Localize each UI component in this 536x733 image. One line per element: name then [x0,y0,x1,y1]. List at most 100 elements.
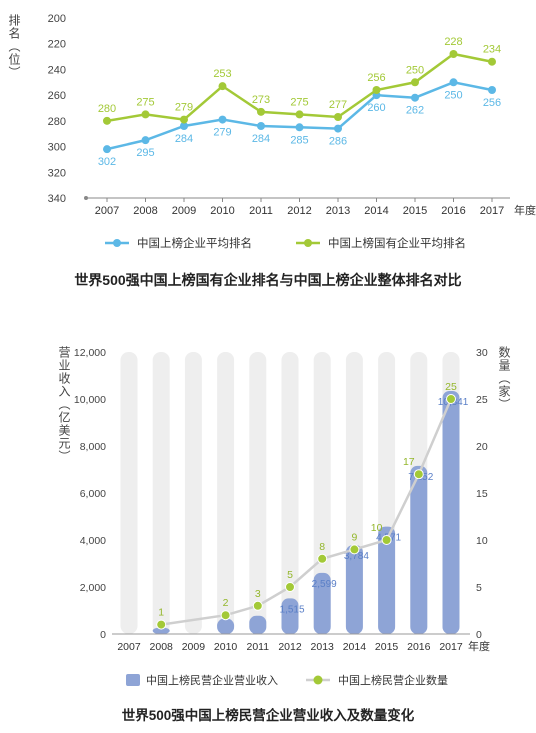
chart2-title: 世界500强中国上榜民营企业营业收入及数量变化 [121,708,415,723]
data-point [411,78,419,87]
data-point [334,113,342,121]
data-label: 275 [290,96,308,108]
data-point [295,110,304,119]
data-label: 280 [98,103,116,115]
chart1-title: 世界500强中国上榜国有企业排名与中国上榜企业整体排名对比 [74,272,462,288]
data-point [449,50,458,58]
legend-swatch-dot [304,239,312,247]
count-point [285,582,295,592]
y-tick-label: 300 [48,142,66,154]
revenue-bar [378,526,396,634]
x-tick-label: 2009 [182,641,206,653]
background-column [249,352,267,634]
count-label: 1 [158,607,164,619]
x-tick-label: 2011 [249,205,273,217]
bar-value-label: 1,515 [279,604,304,615]
data-label: 277 [329,99,347,111]
revenue-bar [249,615,267,634]
y2-tick-label: 20 [476,441,488,453]
revenue-bar [217,618,235,634]
y-tick-label: 10,000 [74,394,106,406]
chart2-y2-axis-label: 数量（家） [497,346,511,411]
y-tick-label: 280 [48,116,66,128]
x-tick-label: 2014 [343,641,367,653]
y2-tick-label: 30 [476,347,488,359]
y-tick-label: 200 [48,13,66,25]
data-label: 262 [406,105,424,117]
ranking-chart-svg: 200 220 240 260 280 300 320 340 2007 2008 2009 2010… [48,13,536,250]
count-label: 8 [319,541,325,553]
x-tick-label: 2014 [364,205,388,217]
y-tick-label: 8,000 [80,441,106,453]
count-point [220,610,231,621]
data-point [180,122,188,130]
revenue-bar [410,465,428,634]
data-label: 275 [136,96,154,108]
y2-tick-label: 5 [476,582,482,594]
y-tick-label: 340 [48,193,66,205]
y2-tick-label: 0 [476,629,482,641]
legend-label: 中国上榜国有企业平均排名 [328,236,466,250]
x-tick-label: 2012 [287,205,311,217]
x-tick-label: 2013 [311,641,335,653]
data-point [411,93,419,102]
x-tick-label: 2012 [278,641,302,653]
x-tick-label: 2010 [214,641,238,653]
data-point [257,122,265,130]
legend-swatch-dot [313,675,323,685]
x-tick-label: 2016 [441,205,465,217]
count-point [252,600,263,611]
legend-label: 中国上榜民营企业营业收入 [146,673,278,687]
y-tick-label: 2,000 [80,582,106,594]
x-axis-label: 年度 [468,639,490,653]
y-tick-label: 260 [48,90,66,102]
x-tick-label: 2017 [480,205,504,217]
x-axis-label: 年度 [514,203,536,217]
data-label: 279 [175,102,193,114]
x-tick-label: 2016 [407,641,431,653]
x-tick-label: 2011 [247,641,270,653]
background-column [184,352,202,634]
x-tick-label: 2015 [375,641,399,653]
count-label: 2 [223,597,229,609]
data-label: 250 [406,64,424,76]
data-label: 256 [483,97,501,109]
legend-swatch-dot [113,239,121,247]
data-point [449,78,458,87]
data-point [103,116,111,125]
revenue-bar [345,545,363,634]
data-point [103,145,111,154]
count-point [381,535,392,545]
revenue-bar [152,627,170,634]
revenue-bar [442,390,460,634]
data-label: 250 [444,89,462,101]
revenue-bar [281,598,299,634]
count-point [349,544,360,555]
count-label: 5 [287,569,293,581]
ranking-comparison-chart: 200 220 240 260 280 300 320 340 2007 2008 2009 2010… [0,0,536,300]
data-point [257,107,265,116]
count-point [413,469,424,480]
data-point [488,86,496,94]
y-tick-label: 6,000 [80,488,106,500]
revenue-chart-svg: 02,0004,0006,0008,00010,00012,0000510152… [74,347,490,687]
data-point [295,123,304,132]
background-column [152,352,170,634]
data-label: 260 [367,102,385,114]
data-point [218,115,227,124]
x-tick-label: 2013 [326,205,350,217]
bar-value-label: 3,784 [344,551,369,562]
x-tick-label: 2008 [133,205,157,217]
background-column [281,352,299,634]
legend-label: 中国上榜民营企业数量 [338,673,448,687]
data-point [334,124,342,133]
data-point [218,82,227,91]
count-line [161,398,453,626]
chart2-y-axis-label: 营业收入（亿美元） [57,346,71,463]
data-label: 228 [444,36,462,48]
y-tick-label: 12,000 [74,347,106,359]
y-tick-label: 240 [48,64,66,76]
data-point [180,115,188,124]
count-label: 25 [445,381,457,393]
y-tick-label: 320 [48,167,66,179]
